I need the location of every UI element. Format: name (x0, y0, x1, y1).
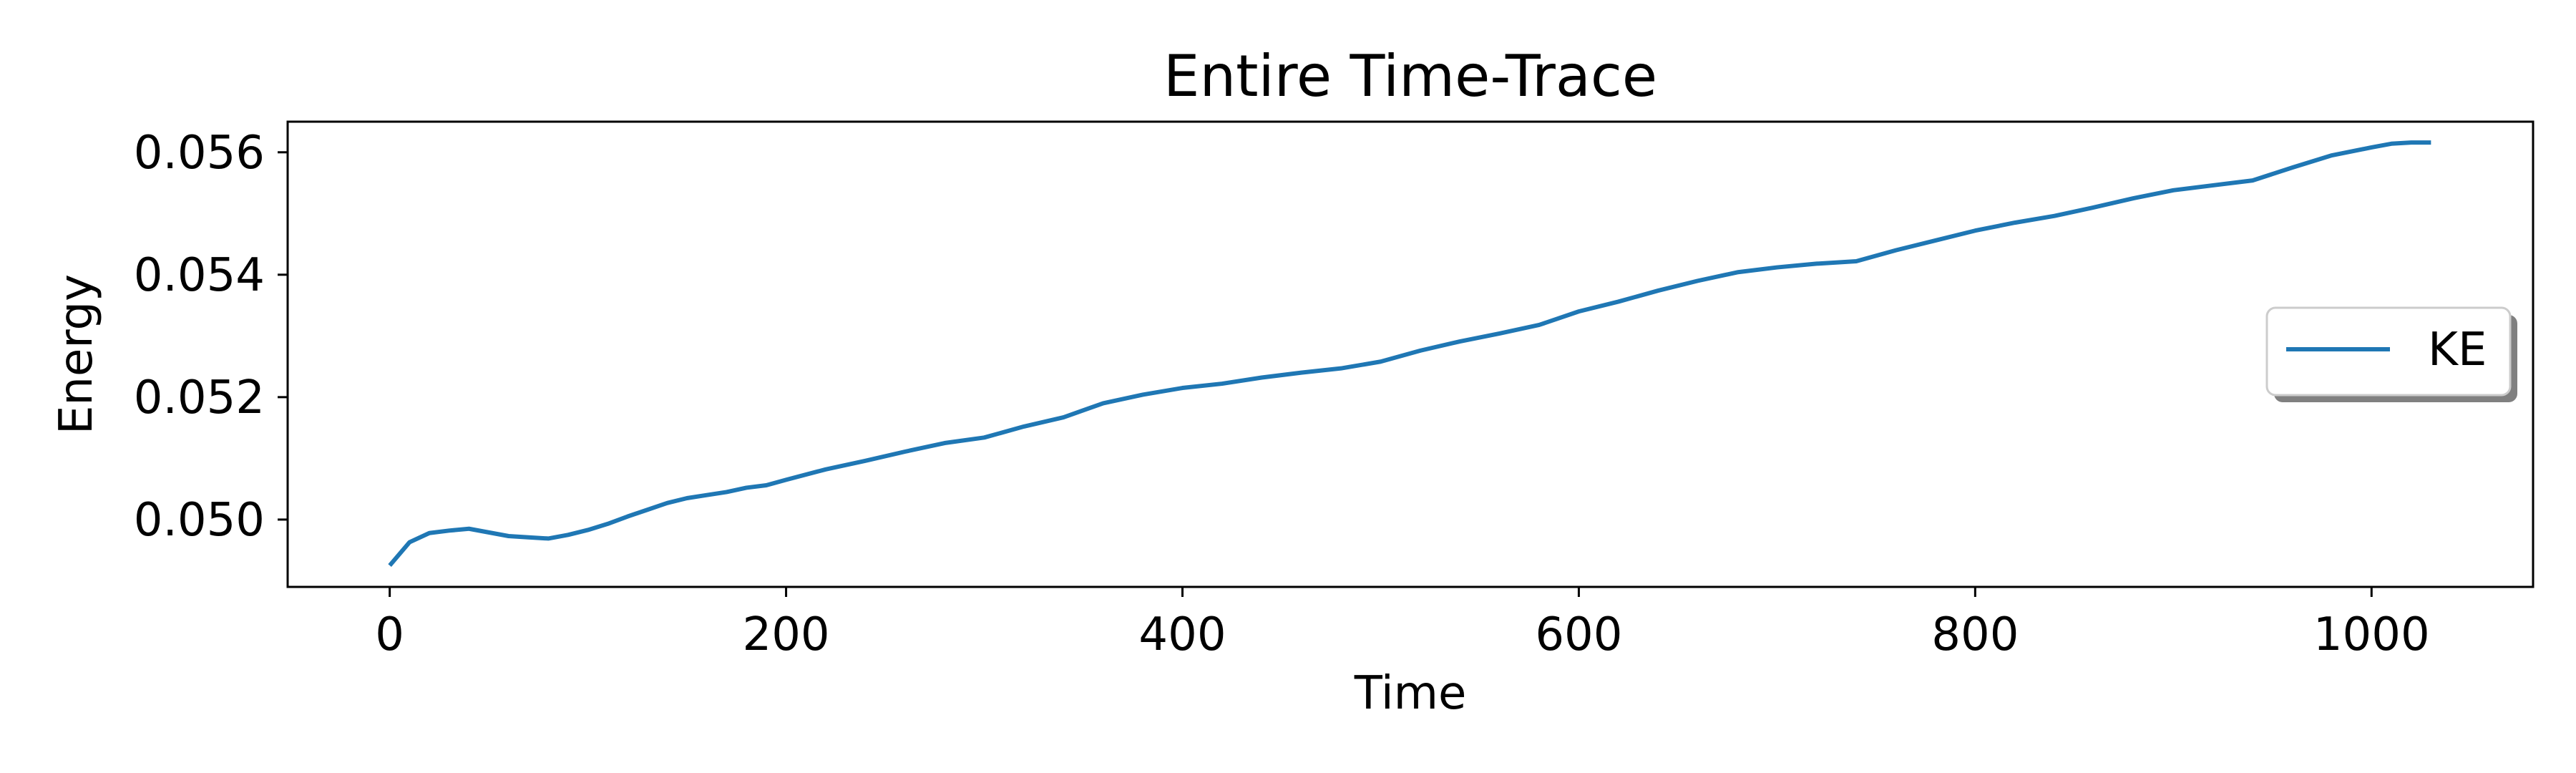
x-tick-label: 600 (1535, 608, 1622, 661)
chart-title: Entire Time-Trace (1163, 43, 1657, 110)
y-tick-label: 0.056 (134, 127, 265, 180)
legend: KE (2265, 306, 2517, 402)
x-tick-label: 800 (1931, 608, 2019, 661)
x-tick-label: 400 (1138, 608, 1226, 661)
y-axis-ticks: 0.050 0.052 0.054 0.056 (134, 127, 288, 547)
legend-label-ke: KE (2428, 324, 2487, 376)
plot-frame (286, 120, 2534, 588)
x-tick-label: 1000 (2313, 608, 2430, 661)
x-axis-label: Time (1354, 667, 1467, 720)
x-axis-ticks: 0 200 400 600 800 1000 (375, 587, 2430, 661)
y-tick-label: 0.050 (134, 494, 265, 547)
series-layer (388, 140, 2431, 568)
x-tick-label: 0 (375, 608, 404, 661)
plot-area (286, 120, 2534, 588)
y-tick-label: 0.052 (134, 371, 265, 424)
y-tick-label: 0.054 (134, 249, 265, 302)
series-line-ke (388, 140, 2431, 568)
x-tick-label: 200 (742, 608, 829, 661)
y-axis-label: Energy (50, 274, 103, 434)
